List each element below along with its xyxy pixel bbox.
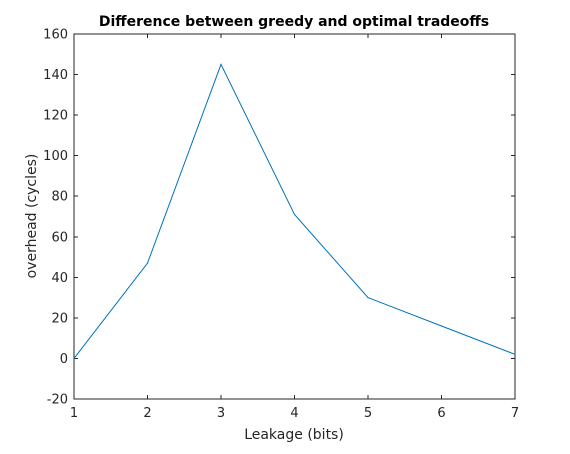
data-point — [146, 262, 149, 264]
x-axis-label: Leakage (bits) — [244, 427, 344, 443]
y-tick-label: 160 — [43, 28, 68, 43]
chart-title: Difference between greedy and optimal tr… — [99, 14, 489, 30]
data-point — [440, 325, 443, 327]
x-tick-label: 1 — [70, 406, 78, 421]
y-tick-label: 60 — [51, 230, 68, 245]
y-tick-label: 0 — [60, 352, 68, 367]
data-point — [367, 297, 369, 299]
x-tick-label: 6 — [437, 406, 445, 421]
data-point — [73, 357, 75, 360]
x-tick-label: 7 — [511, 406, 519, 421]
data-point — [514, 353, 516, 355]
y-tick-label: 140 — [43, 68, 68, 83]
x-tick-label: 3 — [217, 406, 225, 421]
y-tick-label: 80 — [51, 190, 68, 205]
series-layer — [73, 63, 516, 360]
data-point — [220, 63, 222, 66]
axis-ticks: 1 2 3 4 5 6 7 -20 0 20 40 60 80 100 120 140 160 — [43, 28, 519, 422]
y-tick-label: 100 — [43, 149, 68, 164]
data-point — [293, 213, 296, 216]
y-tick-label: 40 — [51, 271, 68, 286]
x-tick-label: 4 — [290, 406, 298, 421]
x-tick-label: 2 — [143, 406, 151, 421]
y-axis-label: overhead (cycles) — [24, 154, 40, 279]
plot-box — [73, 33, 516, 400]
plot-axes — [73, 33, 516, 400]
y-tick-label: 120 — [43, 109, 68, 124]
series-line — [73, 63, 516, 359]
x-tick-label: 5 — [364, 406, 372, 421]
y-tick-label: 20 — [51, 311, 68, 326]
y-tick-label: -20 — [47, 393, 68, 408]
